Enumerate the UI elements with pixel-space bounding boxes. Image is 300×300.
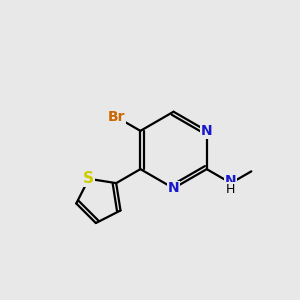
Text: N: N: [225, 174, 237, 188]
Text: H: H: [226, 182, 236, 196]
Text: Br: Br: [108, 110, 126, 124]
Text: N: N: [201, 124, 212, 138]
Text: N: N: [168, 181, 179, 195]
Text: S: S: [83, 171, 94, 186]
